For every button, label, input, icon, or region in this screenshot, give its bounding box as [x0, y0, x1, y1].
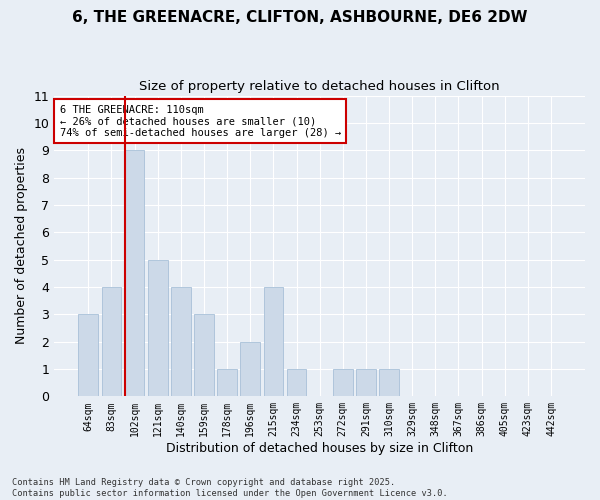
X-axis label: Distribution of detached houses by size in Clifton: Distribution of detached houses by size … — [166, 442, 473, 455]
Bar — [287, 369, 307, 396]
Bar — [125, 150, 145, 396]
Bar — [379, 369, 399, 396]
Title: Size of property relative to detached houses in Clifton: Size of property relative to detached ho… — [139, 80, 500, 93]
Bar — [171, 287, 191, 397]
Bar — [148, 260, 167, 396]
Bar — [241, 342, 260, 396]
Bar — [79, 314, 98, 396]
Bar — [194, 314, 214, 396]
Bar — [217, 369, 237, 396]
Text: 6, THE GREENACRE, CLIFTON, ASHBOURNE, DE6 2DW: 6, THE GREENACRE, CLIFTON, ASHBOURNE, DE… — [72, 10, 528, 25]
Bar — [356, 369, 376, 396]
Y-axis label: Number of detached properties: Number of detached properties — [15, 148, 28, 344]
Text: Contains HM Land Registry data © Crown copyright and database right 2025.
Contai: Contains HM Land Registry data © Crown c… — [12, 478, 448, 498]
Bar — [101, 287, 121, 397]
Text: 6 THE GREENACRE: 110sqm
← 26% of detached houses are smaller (10)
74% of semi-de: 6 THE GREENACRE: 110sqm ← 26% of detache… — [59, 104, 341, 138]
Bar — [263, 287, 283, 397]
Bar — [333, 369, 353, 396]
